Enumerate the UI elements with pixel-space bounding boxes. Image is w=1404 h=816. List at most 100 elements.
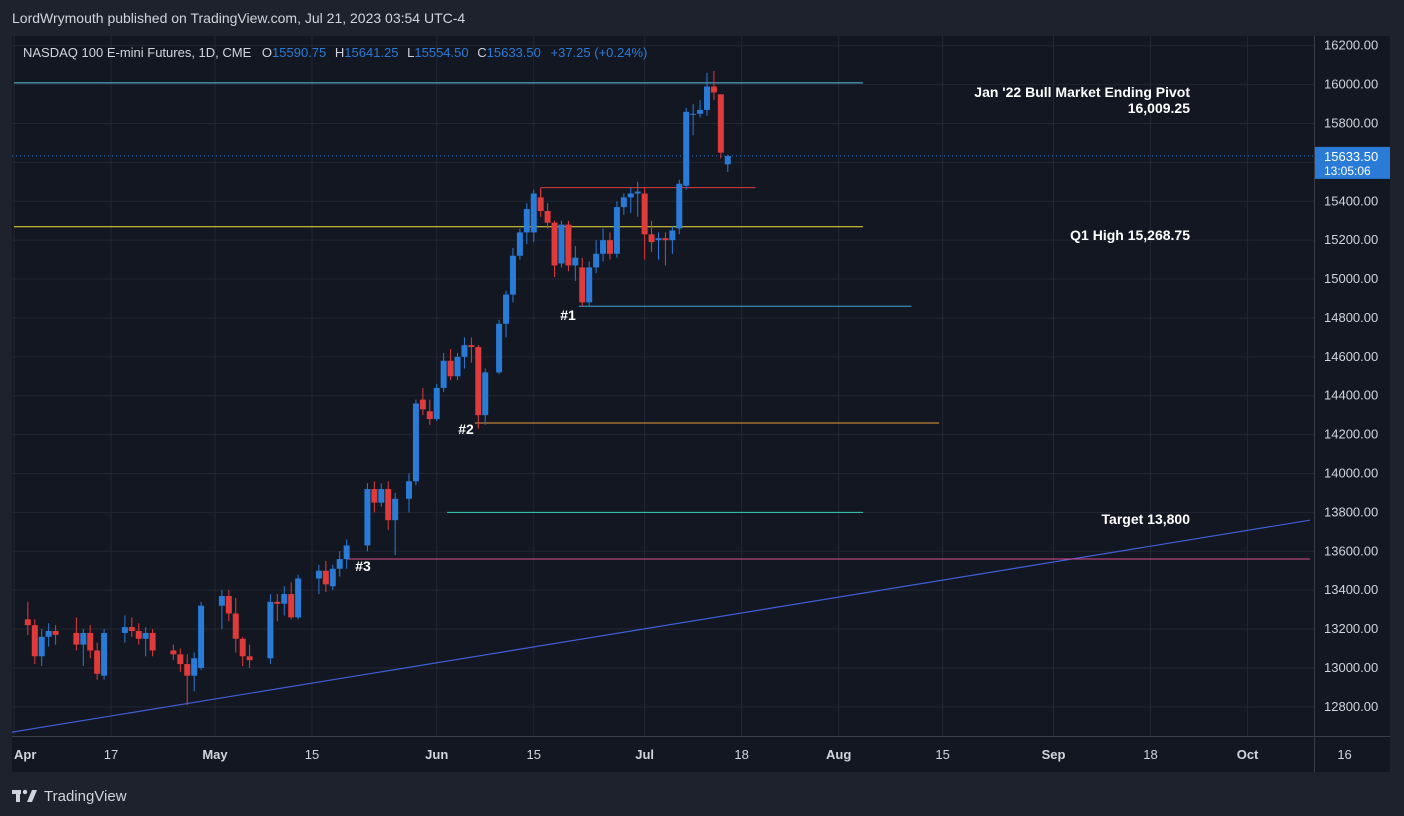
candle-body — [343, 545, 350, 560]
open-value: 15590.75 — [272, 45, 327, 60]
candle-down — [149, 629, 156, 657]
time-tick-label: Jul — [635, 747, 654, 762]
candle-body — [239, 638, 246, 657]
candle-body — [149, 632, 156, 651]
candle-up — [627, 187, 634, 213]
candle-down — [239, 636, 246, 666]
candle-body — [80, 632, 87, 645]
price-tick-label: 13400.00 — [1324, 582, 1378, 597]
price-tick-label: 14200.00 — [1324, 427, 1378, 442]
candle-down — [606, 232, 613, 260]
tradingview-brand[interactable]: TradingView — [44, 787, 127, 805]
candle-down — [468, 337, 475, 363]
candle-up — [620, 193, 627, 215]
time-tick-label: May — [202, 747, 228, 762]
label-pullback-2: #2 — [458, 421, 474, 437]
grid-lines — [12, 36, 1314, 736]
open-label: O — [261, 45, 273, 60]
candle-up — [683, 107, 690, 190]
candle-up — [724, 154, 731, 173]
candle-body — [468, 345, 475, 348]
candle-up — [586, 261, 593, 307]
time-tick-label: Sep — [1042, 747, 1066, 762]
candle-body — [676, 183, 683, 229]
candle-up — [364, 483, 371, 552]
candle-up — [655, 232, 662, 260]
candle-body — [641, 193, 648, 235]
candle-up — [516, 228, 523, 260]
candles — [24, 71, 731, 705]
candle-body — [475, 347, 482, 416]
candle-down — [579, 257, 586, 307]
candle-body — [73, 632, 80, 645]
chart-area[interactable]: Jan '22 Bull Market Ending Pivot 16,009.2… — [12, 36, 1390, 772]
candle-up — [406, 473, 413, 513]
publish-bar: LordWrymouth published on TradingView.co… — [0, 0, 1404, 36]
candle-up — [121, 615, 128, 643]
candle-body — [281, 594, 288, 604]
candle-body — [697, 109, 704, 114]
candle-body — [385, 489, 392, 521]
candle-body — [447, 360, 454, 377]
candle-down — [371, 481, 378, 513]
candle-body — [412, 403, 419, 482]
candle-up — [454, 352, 461, 381]
price-tick-label: 15800.00 — [1324, 116, 1378, 131]
price-tick-label: 14400.00 — [1324, 388, 1378, 403]
candle-down — [322, 561, 329, 593]
price-tick-label: 13000.00 — [1324, 660, 1378, 675]
candle-body — [295, 578, 302, 618]
price-tick-label: 15400.00 — [1324, 193, 1378, 208]
close-value: 15633.50 — [486, 45, 541, 60]
time-tick-label: 15 — [935, 747, 949, 762]
candle-body — [516, 232, 523, 256]
candle-down — [662, 232, 669, 266]
candle-up — [558, 220, 565, 268]
low-value: 15554.50 — [414, 45, 469, 60]
price-tick-label: 12800.00 — [1324, 699, 1378, 714]
candle-down — [225, 590, 232, 622]
candle-body — [509, 255, 516, 295]
price-chart[interactable]: Jan '22 Bull Market Ending Pivot16,009.2… — [12, 36, 1390, 772]
candle-up — [392, 492, 399, 556]
candle-body — [24, 619, 31, 626]
candle-body — [717, 94, 724, 153]
candle-body — [565, 224, 572, 266]
label-bull-pivot-value: 16,009.25 — [1128, 100, 1190, 116]
candle-up — [142, 627, 149, 657]
candle-body — [315, 570, 322, 579]
last-price-countdown: 13:05:06 — [1324, 164, 1371, 178]
tradingview-logo-icon — [12, 789, 37, 802]
candle-up — [295, 574, 302, 620]
candle-up — [600, 228, 607, 262]
candle-up — [281, 586, 288, 616]
candle-body — [579, 267, 586, 303]
price-axis: 12800.00 13000.00 13200.00 13400.00 13600.00… — [1324, 38, 1378, 714]
candle-body — [274, 601, 281, 604]
candle-body — [482, 372, 489, 416]
time-tick-label: Apr — [14, 747, 36, 762]
candle-body — [627, 193, 634, 198]
time-tick-label: 15 — [305, 747, 319, 762]
price-tick-label: 16200.00 — [1324, 38, 1378, 53]
candle-down — [87, 625, 94, 659]
price-tick-label: 13200.00 — [1324, 621, 1378, 636]
candle-up — [315, 564, 322, 595]
candle-body — [94, 650, 101, 674]
candle-down — [232, 597, 239, 653]
candle-body — [690, 113, 697, 115]
candle-body — [329, 568, 336, 587]
candle-up — [38, 629, 45, 666]
candle-body — [683, 111, 690, 186]
candle-up — [530, 189, 537, 243]
time-tick-label: Oct — [1237, 747, 1259, 762]
candle-body — [440, 360, 447, 388]
candle-body — [184, 664, 191, 676]
candle-body — [558, 224, 565, 264]
candle-body — [267, 601, 274, 659]
candle-body — [669, 230, 676, 241]
time-tick-label: 16 — [1337, 747, 1351, 762]
high-label: H — [334, 45, 345, 60]
candle-down — [426, 399, 433, 425]
